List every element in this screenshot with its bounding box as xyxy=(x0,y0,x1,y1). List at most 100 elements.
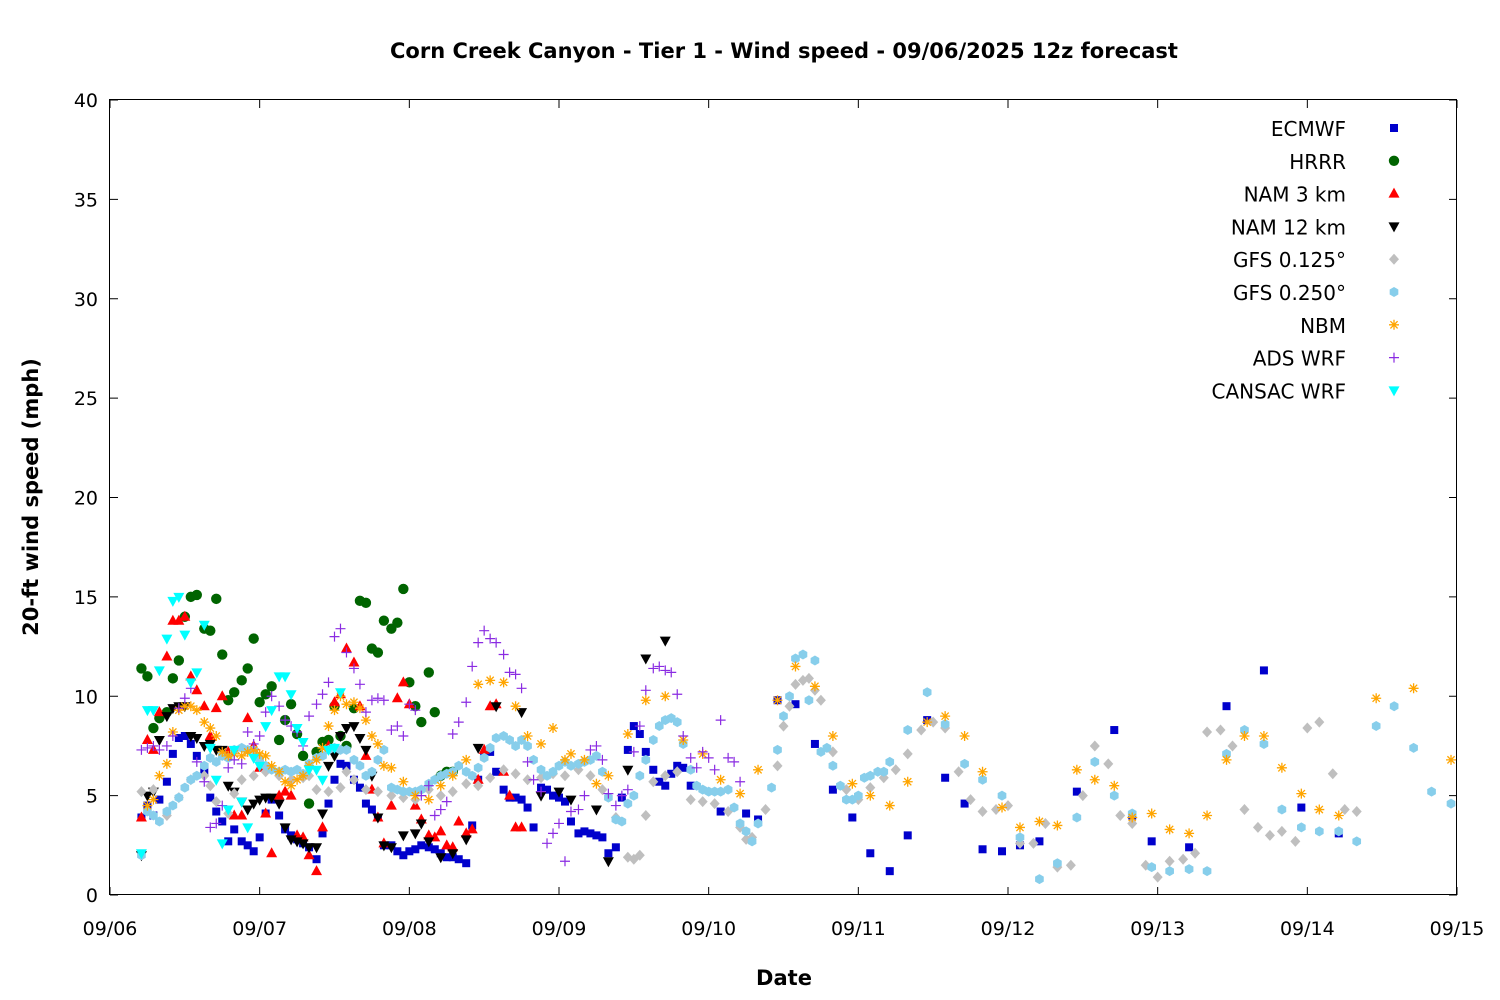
data-point xyxy=(416,784,426,795)
data-point xyxy=(386,725,397,736)
data-point xyxy=(723,784,733,795)
data-point xyxy=(1371,721,1381,732)
data-point xyxy=(297,737,309,748)
data-point xyxy=(517,795,526,804)
data-point xyxy=(1164,855,1175,867)
data-point xyxy=(1333,810,1344,821)
data-point xyxy=(423,667,434,678)
data-point xyxy=(330,775,339,784)
data-point xyxy=(659,636,671,647)
data-point xyxy=(735,818,745,829)
data-point xyxy=(585,744,596,755)
data-point xyxy=(141,733,153,744)
data-point xyxy=(498,649,509,660)
data-point xyxy=(574,829,583,838)
data-point xyxy=(323,721,334,732)
data-point xyxy=(1252,821,1263,833)
data-point xyxy=(237,837,246,846)
data-point xyxy=(324,799,333,808)
data-point xyxy=(836,780,845,791)
data-point xyxy=(242,663,253,674)
data-point xyxy=(510,768,521,780)
data-point xyxy=(529,754,538,765)
data-point xyxy=(154,770,165,781)
data-point xyxy=(204,730,216,740)
data-point xyxy=(548,766,558,777)
data-point xyxy=(735,788,746,799)
data-point xyxy=(504,789,516,800)
data-point xyxy=(473,637,484,648)
data-point xyxy=(660,665,671,676)
data-point xyxy=(672,717,682,728)
data-point xyxy=(266,793,278,804)
data-point xyxy=(447,849,459,860)
legend-item: GFS 0.125° xyxy=(1233,248,1399,272)
data-point xyxy=(260,750,271,761)
data-point xyxy=(1147,837,1156,846)
data-point xyxy=(640,695,651,706)
data-point xyxy=(791,653,800,664)
data-point xyxy=(423,780,434,791)
y-tick-label: 10 xyxy=(74,686,98,708)
data-point xyxy=(153,735,165,746)
data-point xyxy=(236,675,247,686)
data-point xyxy=(729,756,740,767)
data-point xyxy=(216,839,228,850)
data-point xyxy=(342,761,351,770)
data-point xyxy=(397,676,409,687)
data-point xyxy=(161,650,173,661)
data-point xyxy=(472,773,484,784)
data-point xyxy=(716,786,725,797)
data-point xyxy=(1028,837,1039,849)
data-point xyxy=(504,667,515,678)
data-point xyxy=(1290,835,1301,847)
data-point xyxy=(173,592,185,603)
data-point xyxy=(161,758,172,769)
data-point xyxy=(648,776,659,788)
data-point xyxy=(511,740,520,751)
data-point xyxy=(1327,768,1338,780)
data-point xyxy=(1302,722,1313,734)
data-point xyxy=(192,751,201,760)
legend-label: NAM 12 km xyxy=(1231,215,1346,239)
data-point xyxy=(1089,774,1100,785)
data-point xyxy=(772,695,783,706)
data-point xyxy=(199,770,210,782)
data-point xyxy=(580,827,589,836)
data-point xyxy=(435,790,446,802)
data-point xyxy=(1065,859,1076,871)
data-point xyxy=(217,649,228,660)
legend-item: HRRR xyxy=(1289,150,1400,174)
data-point xyxy=(186,739,195,748)
data-point xyxy=(1164,824,1175,835)
data-point xyxy=(1146,808,1157,819)
data-point xyxy=(349,754,359,765)
data-point xyxy=(998,847,1007,856)
data-point xyxy=(386,790,397,802)
data-point xyxy=(441,839,453,850)
data-point xyxy=(790,661,801,672)
data-point xyxy=(566,817,575,826)
data-point xyxy=(666,667,677,678)
data-point xyxy=(153,666,165,677)
data-point xyxy=(529,823,538,832)
data-point xyxy=(1184,864,1194,875)
data-point xyxy=(479,752,489,763)
data-point xyxy=(491,732,501,743)
data-point xyxy=(1165,866,1174,877)
data-point xyxy=(697,796,708,808)
data-point xyxy=(916,724,927,736)
data-point xyxy=(323,786,334,798)
data-point xyxy=(386,762,397,773)
data-point xyxy=(354,703,365,714)
data-point xyxy=(334,688,346,699)
data-point xyxy=(1190,847,1201,859)
data-point xyxy=(279,672,291,683)
data-point xyxy=(236,758,247,769)
data-point xyxy=(536,786,547,797)
data-point xyxy=(611,843,620,852)
data-point xyxy=(622,784,633,795)
data-point xyxy=(205,625,216,636)
legend-marker xyxy=(1389,352,1399,363)
data-point xyxy=(729,802,739,813)
